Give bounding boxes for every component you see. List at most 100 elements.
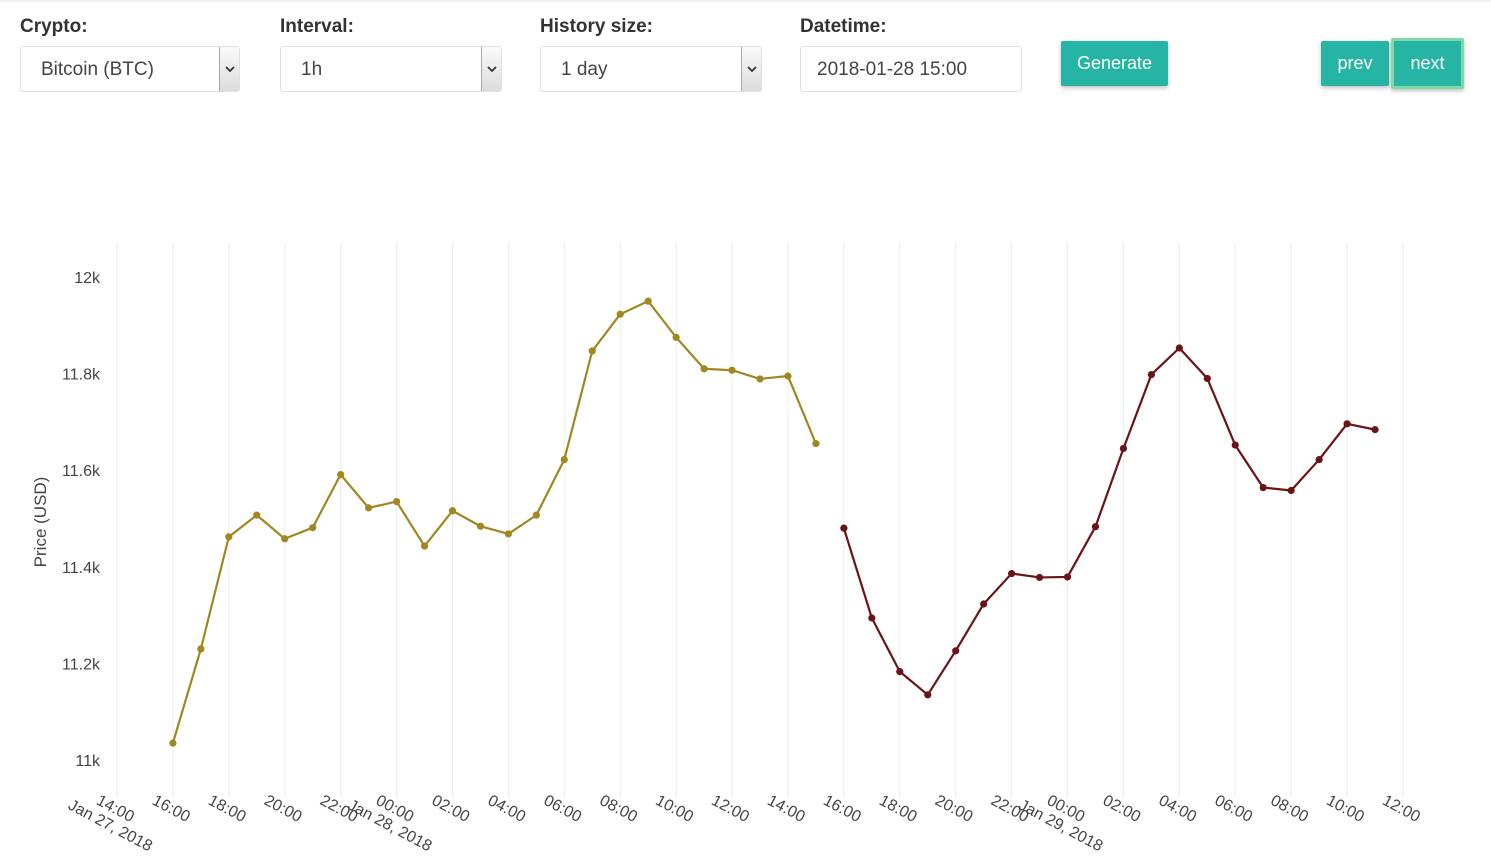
crypto-label: Crypto: [20,16,88,37]
x-tick-label: 16:00 [820,792,863,826]
prev-button[interactable]: prev [1321,41,1389,86]
data-point [169,739,177,747]
data-point [672,333,680,341]
data-point [392,497,401,506]
y-tick-label: 11.6k [62,463,101,480]
x-tick-label: 18:00 [205,792,248,826]
interval-field: Interval: 1h [280,14,502,92]
data-point [1371,426,1379,434]
data-point [1147,370,1155,379]
data-point [1119,444,1128,453]
data-point [532,511,540,519]
x-tick-label: 02:00 [1100,792,1143,826]
x-tick-label: 20:00 [261,792,304,826]
data-point [1175,344,1183,352]
data-point [420,542,429,550]
chevron-down-icon[interactable] [219,47,239,91]
data-point [337,470,345,479]
x-tick-label: 14:00 [764,792,807,826]
datetime-input[interactable]: 2018-01-28 15:00 [800,46,1022,92]
x-tick-label: 12:00 [708,792,751,826]
data-point [281,535,289,543]
x-tick-label: 04:00 [485,792,528,826]
interval-select[interactable]: 1h [280,46,502,92]
data-point [812,440,820,448]
data-point [253,511,261,519]
y-tick-label: 11.8k [62,367,101,384]
data-point [197,645,205,653]
data-point [644,297,652,305]
y-tick-label: 11.4k [62,560,101,577]
chevron-down-icon[interactable] [741,47,761,91]
y-tick-label: 11k [75,753,101,770]
data-point [952,647,960,655]
datetime-label: Datetime: [800,16,887,37]
data-point [309,524,317,532]
data-point [1203,374,1211,383]
x-tick-label: 10:00 [1324,792,1367,826]
x-tick-label: 10:00 [653,792,696,826]
x-tick-label: 02:00 [429,792,472,826]
data-point [896,668,904,676]
data-point [1091,523,1100,531]
x-tick-label: 16:00 [149,792,192,826]
history-size-label: History size: [540,16,653,37]
chevron-down-icon[interactable] [481,47,501,91]
datetime-field: Datetime: 2018-01-28 15:00 [800,14,1022,92]
data-point [588,347,596,355]
crypto-select[interactable]: Bitcoin (BTC) [20,46,240,92]
data-point [1231,441,1239,449]
data-point [1287,486,1295,495]
x-tick-label: 18:00 [876,792,919,826]
data-point [616,310,624,318]
generate-button[interactable]: Generate [1061,41,1168,86]
data-point [476,522,485,530]
series-line [842,346,1376,696]
data-point [728,366,736,374]
y-axis-ticks: 11k 11.2k 11.4k 11.6k 11.8k 12k [62,270,101,770]
data-point [448,507,457,515]
crypto-field: Crypto: Bitcoin (BTC) [20,14,240,92]
history-size-field: History size: 1 day [540,14,762,92]
y-axis-title: Price (USD) [31,477,50,568]
data-point [840,524,848,532]
data-point [504,530,512,538]
x-tick-label: 08:00 [597,792,640,826]
data-point [1315,455,1323,464]
next-button[interactable]: next [1391,38,1464,89]
data-point [1063,573,1072,581]
data-point [225,533,233,541]
datetime-input-value: 2018-01-28 15:00 [817,59,968,80]
series-line [171,300,817,744]
data-point [1343,420,1351,428]
interval-label: Interval: [280,16,354,37]
x-tick-label: 04:00 [1156,792,1199,826]
data-point [784,372,792,380]
data-point [756,375,764,383]
data-point [365,504,373,512]
data-point [560,455,568,464]
data-point [924,691,932,699]
data-point [1259,483,1267,492]
interval-select-value: 1h [301,59,323,80]
x-tick-label: 06:00 [1212,792,1255,826]
data-point [1035,573,1044,582]
x-tick-label: 20:00 [932,792,975,826]
data-point [1008,569,1016,578]
y-tick-label: 12k [74,270,101,287]
history-size-select[interactable]: 1 day [540,46,762,92]
y-tick-label: 11.2k [62,656,101,673]
history-size-select-value: 1 day [561,59,608,80]
top-divider [0,0,1491,2]
data-point [700,365,708,373]
x-tick-label: 12:00 [1379,792,1422,826]
x-tick-label: 08:00 [1268,792,1311,826]
series-layer [169,297,1379,747]
grid-lines [116,243,1404,797]
data-point [868,614,876,622]
x-tick-label: 06:00 [541,792,584,826]
data-point [980,600,988,608]
